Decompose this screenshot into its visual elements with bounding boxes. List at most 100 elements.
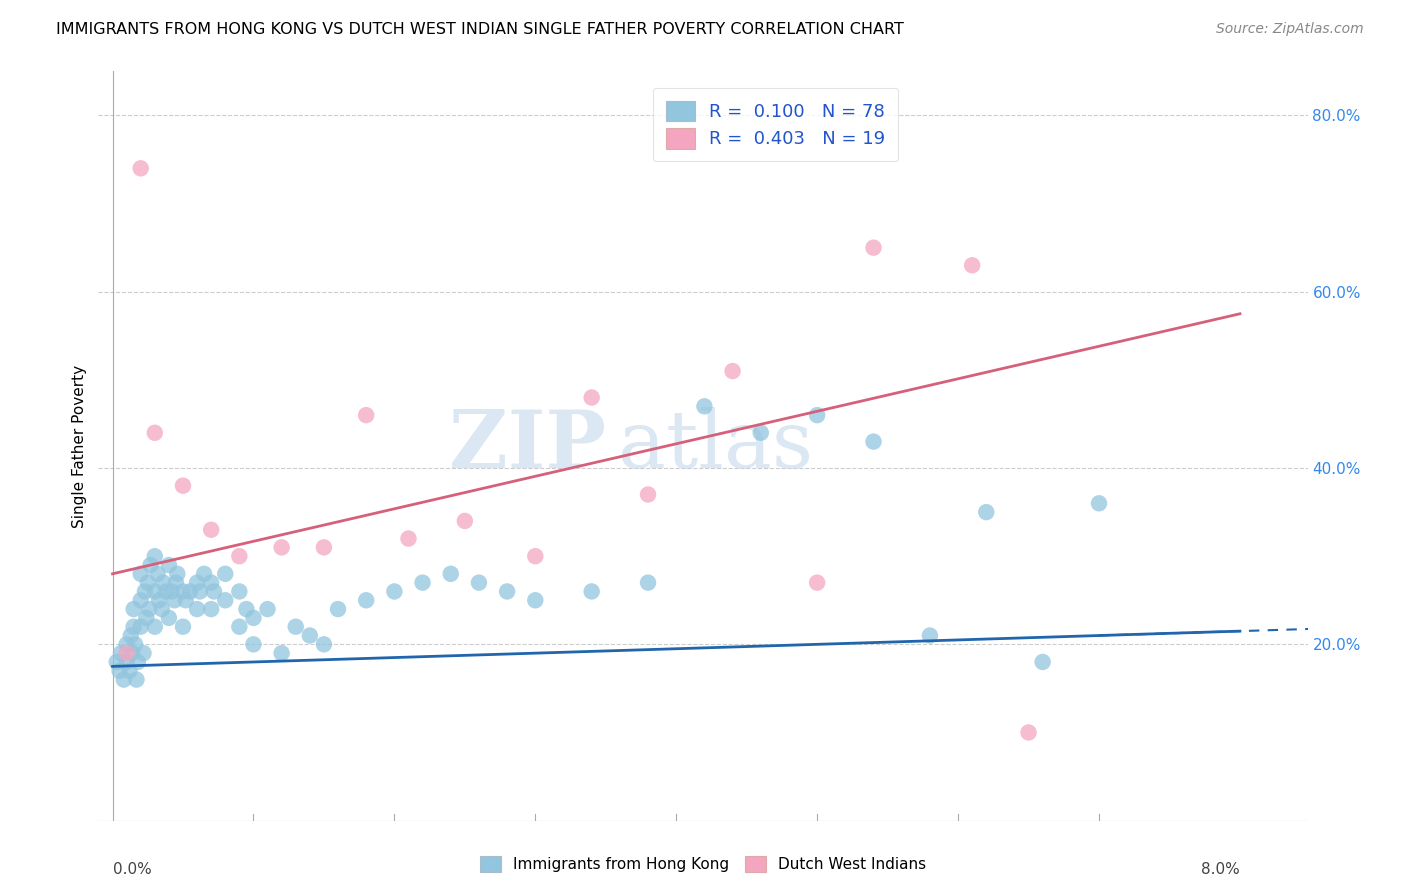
Point xyxy=(165,575,187,590)
Point xyxy=(440,566,463,581)
Point xyxy=(134,584,156,599)
Text: Source: ZipAtlas.com: Source: ZipAtlas.com xyxy=(1216,22,1364,37)
Text: 8.0%: 8.0% xyxy=(1201,862,1240,877)
Point xyxy=(157,611,180,625)
Point xyxy=(228,549,250,564)
Point xyxy=(1018,725,1040,739)
Point xyxy=(354,408,377,422)
Point xyxy=(135,611,157,625)
Point xyxy=(143,425,166,440)
Point xyxy=(960,258,983,272)
Point xyxy=(974,505,997,519)
Point xyxy=(166,566,188,581)
Point xyxy=(112,673,135,687)
Point xyxy=(186,575,208,590)
Point xyxy=(228,620,250,634)
Point xyxy=(284,620,307,634)
Point xyxy=(312,637,335,651)
Point xyxy=(918,628,941,642)
Point xyxy=(148,593,170,607)
Point xyxy=(125,673,148,687)
Point xyxy=(637,487,659,501)
Point xyxy=(1032,655,1054,669)
Point xyxy=(524,549,547,564)
Point xyxy=(124,637,146,651)
Point xyxy=(398,532,420,546)
Point xyxy=(581,391,603,405)
Point xyxy=(163,593,186,607)
Point xyxy=(721,364,744,378)
Point xyxy=(382,584,405,599)
Point xyxy=(214,566,236,581)
Point xyxy=(862,434,884,449)
Point xyxy=(806,575,828,590)
Point xyxy=(129,161,152,176)
Point xyxy=(179,584,201,599)
Point xyxy=(749,425,772,440)
Point xyxy=(136,575,159,590)
Point xyxy=(256,602,278,616)
Point xyxy=(312,541,335,555)
Point xyxy=(150,602,173,616)
Point xyxy=(354,593,377,607)
Point xyxy=(127,655,149,669)
Point xyxy=(298,628,321,642)
Point xyxy=(235,602,257,616)
Point xyxy=(115,646,138,660)
Point xyxy=(468,575,491,590)
Point xyxy=(186,602,208,616)
Point xyxy=(581,584,603,599)
Point xyxy=(193,566,215,581)
Point xyxy=(139,558,162,572)
Legend: R =  0.100   N = 78, R =  0.403   N = 19: R = 0.100 N = 78, R = 0.403 N = 19 xyxy=(654,88,898,161)
Y-axis label: Single Father Poverty: Single Father Poverty xyxy=(72,365,87,527)
Point xyxy=(188,584,211,599)
Point xyxy=(1088,496,1111,510)
Point xyxy=(270,646,292,660)
Point xyxy=(214,593,236,607)
Point xyxy=(122,620,145,634)
Point xyxy=(122,602,145,616)
Point xyxy=(121,646,143,660)
Point xyxy=(138,602,160,616)
Point xyxy=(152,575,174,590)
Point xyxy=(129,593,152,607)
Point xyxy=(143,549,166,564)
Point xyxy=(637,575,659,590)
Point xyxy=(270,541,292,555)
Point xyxy=(160,584,183,599)
Point xyxy=(454,514,477,528)
Point xyxy=(242,637,264,651)
Legend: Immigrants from Hong Kong, Dutch West Indians: Immigrants from Hong Kong, Dutch West In… xyxy=(472,848,934,880)
Point xyxy=(200,523,222,537)
Point xyxy=(146,566,169,581)
Point xyxy=(806,408,828,422)
Point xyxy=(115,637,138,651)
Text: atlas: atlas xyxy=(619,407,814,485)
Point xyxy=(862,241,884,255)
Point xyxy=(496,584,519,599)
Point xyxy=(326,602,349,616)
Point xyxy=(143,584,166,599)
Point xyxy=(412,575,434,590)
Point xyxy=(693,400,716,414)
Point xyxy=(108,664,131,678)
Point xyxy=(118,664,141,678)
Point xyxy=(120,628,142,642)
Point xyxy=(143,620,166,634)
Point xyxy=(200,575,222,590)
Point xyxy=(115,655,138,669)
Point xyxy=(132,646,155,660)
Point xyxy=(174,593,197,607)
Point xyxy=(200,602,222,616)
Point xyxy=(202,584,225,599)
Point xyxy=(242,611,264,625)
Point xyxy=(110,646,132,660)
Text: ZIP: ZIP xyxy=(450,407,606,485)
Text: 0.0%: 0.0% xyxy=(112,862,152,877)
Point xyxy=(157,558,180,572)
Text: IMMIGRANTS FROM HONG KONG VS DUTCH WEST INDIAN SINGLE FATHER POVERTY CORRELATION: IMMIGRANTS FROM HONG KONG VS DUTCH WEST … xyxy=(56,22,904,37)
Point xyxy=(228,584,250,599)
Point xyxy=(105,655,128,669)
Point xyxy=(524,593,547,607)
